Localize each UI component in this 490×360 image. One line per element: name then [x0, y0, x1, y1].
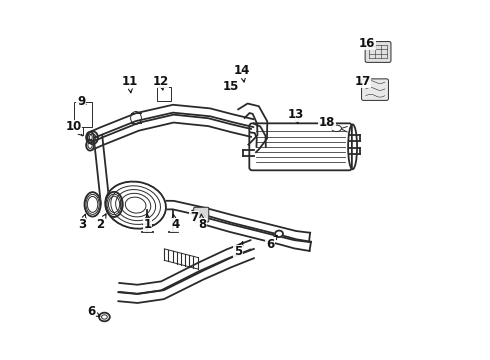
Text: 10: 10 [66, 121, 83, 136]
FancyBboxPatch shape [74, 102, 92, 127]
Ellipse shape [99, 313, 110, 321]
Ellipse shape [86, 140, 94, 150]
Text: 4: 4 [171, 214, 179, 231]
Text: 12: 12 [152, 75, 169, 90]
FancyBboxPatch shape [362, 79, 389, 100]
Text: 8: 8 [198, 214, 206, 231]
FancyBboxPatch shape [157, 87, 171, 101]
Ellipse shape [105, 192, 122, 217]
Text: 11: 11 [122, 75, 138, 93]
Text: 5: 5 [234, 242, 243, 258]
Text: 2: 2 [96, 214, 106, 231]
Ellipse shape [275, 230, 283, 237]
Text: 1: 1 [144, 214, 151, 231]
Text: 6: 6 [87, 305, 100, 318]
Text: 13: 13 [288, 108, 304, 123]
FancyBboxPatch shape [365, 41, 391, 62]
Text: 6: 6 [266, 235, 277, 251]
Ellipse shape [84, 192, 100, 217]
FancyBboxPatch shape [249, 123, 352, 170]
Text: 3: 3 [78, 214, 86, 231]
FancyBboxPatch shape [194, 207, 209, 222]
Text: 18: 18 [318, 116, 335, 129]
Text: 15: 15 [223, 80, 240, 93]
Ellipse shape [105, 181, 166, 229]
Text: 17: 17 [354, 75, 371, 88]
Text: 7: 7 [190, 210, 198, 224]
Text: 16: 16 [359, 36, 376, 50]
Text: 9: 9 [77, 95, 86, 108]
Ellipse shape [86, 132, 94, 143]
Text: 14: 14 [234, 64, 250, 82]
